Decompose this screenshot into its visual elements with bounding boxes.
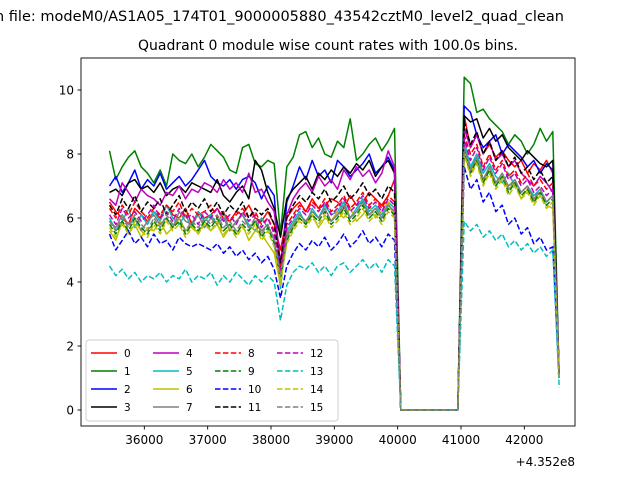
legend-label-8: 8 — [248, 348, 255, 360]
legend-label-0: 0 — [124, 348, 131, 360]
series-line-10 — [108, 166, 560, 411]
legend-label-7: 7 — [186, 402, 193, 414]
legend-label-15: 15 — [310, 402, 323, 414]
y-tick-label: 6 — [66, 211, 74, 225]
legend-label-1: 1 — [124, 366, 131, 378]
series-line-2 — [108, 105, 560, 411]
series-line-1 — [108, 76, 560, 411]
x-tick-label: 38000 — [252, 433, 290, 447]
y-tick-label: 10 — [59, 83, 74, 97]
legend-label-5: 5 — [186, 366, 193, 378]
y-tick-label: 8 — [66, 147, 74, 161]
legend-label-10: 10 — [248, 384, 261, 396]
series-line-14 — [108, 153, 560, 411]
series-line-11 — [108, 121, 560, 411]
y-tick-label: 0 — [66, 403, 74, 417]
legend-box — [85, 339, 339, 422]
legend-label-6: 6 — [186, 384, 193, 396]
series-line-15 — [108, 146, 560, 411]
legend-label-14: 14 — [310, 384, 324, 396]
legend-label-11: 11 — [248, 402, 261, 414]
y-tick-label: 4 — [66, 275, 74, 289]
figure-suptitle: n file: modeM0/AS1A05_174T01_9000005880_… — [0, 9, 564, 25]
y-tick-label: 2 — [66, 339, 74, 353]
series-line-9 — [108, 150, 560, 411]
series-group — [108, 76, 560, 411]
legend-label-3: 3 — [124, 402, 131, 414]
legend-label-2: 2 — [124, 384, 131, 396]
legend-label-13: 13 — [310, 366, 323, 378]
axes-frame — [80, 57, 576, 427]
plot-area: 36000 37000 38000 39000 40000 41000 42000 0 2 4 6 8… — [59, 57, 576, 447]
series-line-5 — [108, 140, 560, 411]
x-tick-label: 42000 — [505, 433, 543, 447]
x-tick-label: 40000 — [379, 433, 417, 447]
x-tick-label: 41000 — [442, 433, 480, 447]
chart-title: Quadrant 0 module wise count rates with … — [138, 38, 518, 54]
x-offset-label: +4.352e8 — [516, 455, 575, 469]
legend-label-12: 12 — [310, 348, 323, 360]
x-tick-label: 39000 — [315, 433, 353, 447]
series-line-13 — [108, 220, 560, 411]
legend-label-9: 9 — [248, 366, 255, 378]
legend-label-4: 4 — [186, 348, 193, 360]
series-line-12 — [108, 137, 560, 411]
series-line-3 — [109, 114, 560, 411]
x-tick-label: 36000 — [125, 433, 163, 447]
x-tick-label: 37000 — [189, 433, 227, 447]
